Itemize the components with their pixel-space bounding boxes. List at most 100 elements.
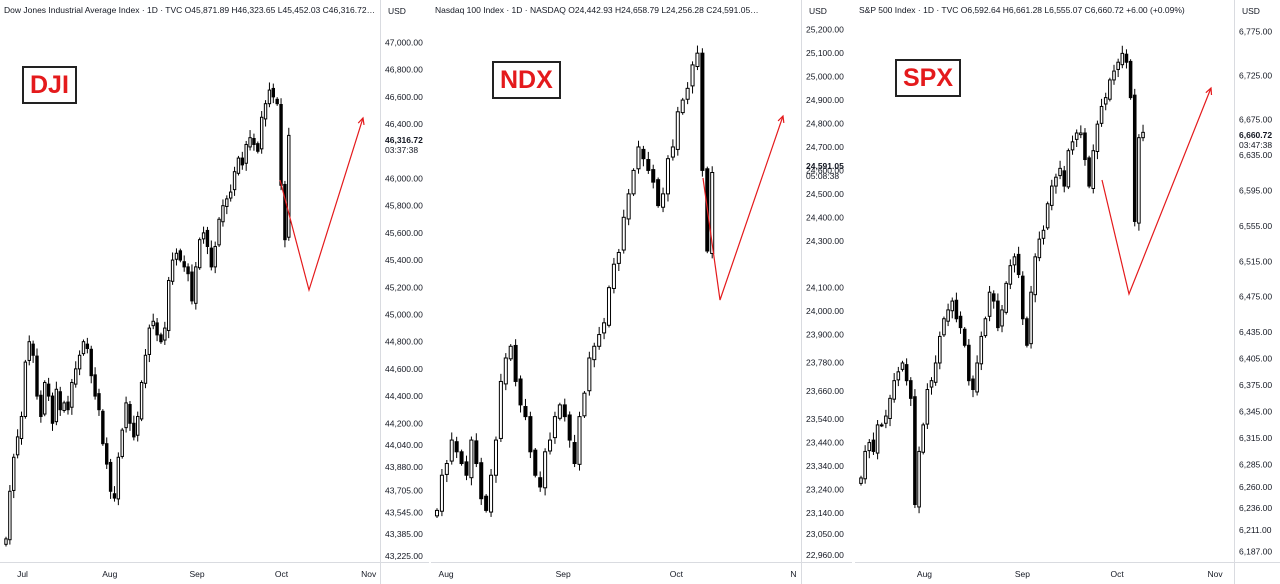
y-tick-label: 24,400.00 [806,212,844,222]
candle-body [646,159,651,171]
candle-body [454,441,459,453]
y-tick-label: 24,600.00 [806,165,844,175]
candle-body [929,380,934,388]
candle-body [217,218,221,246]
candle-body [606,287,612,326]
y-tick-label: 24,700.00 [806,142,844,152]
candle-body [124,402,128,429]
chart-svg-ndx[interactable]: USD 25,200.00 25,100.00 25,000.00 24,900.00 2… [431,0,852,584]
y-tick-label: 45,600.00 [385,228,423,238]
chart-header: S&P 500 Index · 1D · TVC O6,592.64 H6,66… [859,5,1185,15]
candle-body [685,87,690,100]
candle-body [921,424,926,453]
candle-body [201,232,206,240]
y-tick-label: 24,100.00 [806,283,844,293]
y-tick-label: 22,960.00 [806,550,844,560]
currency-label: USD [1242,6,1260,16]
currency-label: USD [809,6,827,16]
candle-body [439,474,444,512]
candle-body [252,137,256,145]
candle-body [225,198,229,207]
candle-body [120,429,124,457]
candle-body [938,335,942,364]
chart-panel-ndx[interactable]: Nasdaq 100 Index · 1D · NASDAQ O24,442.9… [431,0,852,584]
y-tick-label: 6,211.00 [1239,525,1272,535]
x-tick-label: Sep [189,569,204,579]
candle-body [602,322,607,334]
candle-body [469,439,474,479]
y-tick-label: 45,000.00 [385,309,423,319]
candle-body [236,157,241,174]
candle-body [1132,94,1137,222]
candle-body [665,158,670,195]
candle-body [950,300,955,312]
candle-body [557,404,562,419]
candle-body [1124,53,1129,63]
candle-body [1008,265,1013,285]
candle-body [954,299,959,320]
chart-svg-spx[interactable]: USD 6,775.00 6,725.00 6,675.00 6,635.00 6,595… [855,0,1280,584]
candle-body [151,320,155,327]
candle-body [587,357,592,392]
candle-body [147,327,152,355]
chart-svg-dji[interactable]: USD 47,000.00 46,800.00 46,600.00 46,400.00 4… [0,0,429,584]
candle-body [484,495,489,511]
candle-body [1016,253,1021,276]
candle-body [190,271,194,302]
x-tick-label: Aug [917,569,932,579]
y-tick-label: 43,225.00 [385,551,423,561]
candle-body [641,148,646,160]
candle-body [863,450,867,480]
candle-body [1058,167,1062,177]
candle-body [209,247,214,268]
candle-body [996,300,1000,329]
candle-body [35,355,39,397]
candle-body [287,134,291,238]
candle-body [582,392,587,417]
candle-body [459,451,464,465]
y-tick-label: 6,595.00 [1239,185,1272,195]
candle-body [1128,60,1133,99]
candle-body [626,193,631,220]
candle-body [508,345,513,360]
y-tick-label: 23,900.00 [806,330,844,340]
candle-body [46,383,51,397]
candle-body [538,477,543,488]
y-tick-label: 24,500.00 [806,189,844,199]
y-tick-label: 43,705.00 [385,486,423,496]
y-tick-label: 23,340.00 [806,461,844,471]
candle-body [19,415,24,440]
candle-body [1033,256,1037,296]
chart-panel-dji[interactable]: Dow Jones Industrial Average Index · 1D … [0,0,429,584]
candle-body [1141,131,1145,139]
last-price-label: 46,316.72 [385,135,423,145]
candle-body [182,261,186,268]
candle-body [991,293,996,302]
y-tick-label: 25,000.00 [806,72,844,82]
candle-body [279,103,283,186]
candle-body [1083,132,1087,161]
candle-body [70,381,74,408]
candle-body [675,111,680,150]
candle-body [112,493,117,499]
y-tick-label: 6,345.00 [1239,407,1272,417]
chart-panel-spx[interactable]: S&P 500 Index · 1D · TVC O6,592.64 H6,66… [855,0,1280,584]
candle-body [616,251,621,264]
candle-body [178,250,183,261]
y-tick-label: 6,315.00 [1239,433,1272,443]
candle-body [43,381,47,415]
y-tick-label: 6,675.00 [1239,115,1272,125]
candle-body [194,266,198,304]
y-tick-label: 46,400.00 [385,119,423,129]
candle-body [93,374,97,397]
y-tick-label: 23,440.00 [806,437,844,447]
candle-body [50,395,55,424]
candle-body [85,343,90,349]
candle-body [54,388,59,423]
y-tick-label: 43,545.00 [385,507,423,517]
candle-body [562,404,567,418]
candle-body [256,143,260,152]
candle-body [58,391,62,411]
candle-body [1004,282,1008,313]
candle-body [248,137,252,148]
